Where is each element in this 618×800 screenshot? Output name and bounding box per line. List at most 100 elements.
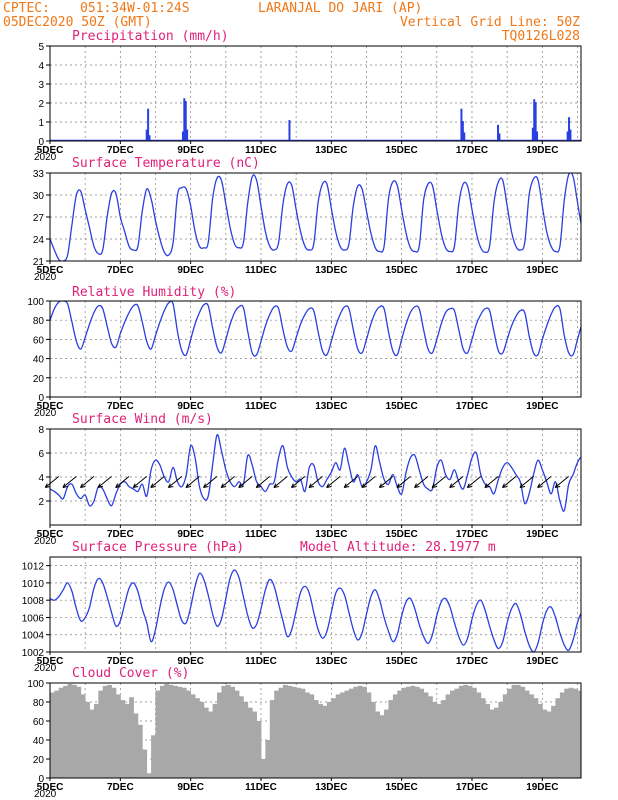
x-tick-label: 13DEC	[315, 145, 347, 156]
precipitation-title: Precipitation (mm/h)	[72, 29, 229, 44]
cloud-cover-bar	[379, 715, 385, 778]
header-init-time: 05DEC2020 50Z (GMT)	[3, 15, 152, 30]
x-tick-label: 15DEC	[386, 265, 418, 276]
wind-arrow	[396, 476, 411, 488]
cloud-cover-bar	[107, 684, 112, 778]
x-tick-label: 15DEC	[386, 656, 418, 667]
x-tick-label: 7DEC	[107, 265, 134, 276]
cloud-cover-bar	[322, 705, 328, 778]
cloud-cover-bar	[155, 690, 161, 778]
year-label: 2020	[34, 408, 57, 419]
cloud-cover-bar	[489, 709, 495, 778]
x-tick-label: 11DEC	[245, 529, 277, 540]
humidity-line	[50, 301, 581, 357]
year-label: 2020	[34, 152, 57, 163]
cloud-cover-bar	[76, 686, 82, 778]
wind-arrow	[449, 476, 464, 488]
x-tick-label: 7DEC	[107, 145, 134, 156]
x-tick-label: 13DEC	[315, 401, 347, 412]
wind-arrow	[168, 476, 183, 488]
x-tick-label: 11DEC	[245, 656, 277, 667]
cloud-cover-bar	[260, 759, 266, 778]
x-tick-label: 5DEC	[37, 401, 64, 412]
cloud-cover-bar	[410, 685, 416, 778]
wind-arrow-head	[466, 483, 473, 489]
wind-arrow-head	[255, 483, 262, 489]
cloud-cover-bar	[63, 685, 68, 778]
cloud-cover-bar	[164, 683, 170, 778]
y-tick-label: 100	[27, 297, 44, 308]
cloud-cover-bar	[234, 690, 240, 778]
wind-arrow	[273, 476, 288, 488]
y-tick-label: 1	[38, 118, 44, 129]
cloud-cover-frame	[49, 682, 582, 779]
y-tick-label: 0	[38, 137, 44, 148]
wind-arrow-head	[97, 483, 104, 489]
y-tick-label: 21	[33, 257, 45, 268]
cloud-cover-bar	[137, 724, 143, 778]
cloud-cover-bar	[357, 685, 363, 778]
x-tick-label: 7DEC	[107, 782, 134, 793]
y-tick-label: 80	[33, 316, 45, 327]
x-tick-label: 5DEC	[37, 656, 64, 667]
y-tick-label: 40	[33, 355, 45, 366]
cloud-cover-bar	[243, 702, 249, 778]
wind-arrow	[326, 476, 341, 488]
x-tick-label: 11DEC	[245, 782, 277, 793]
x-tick-label: 13DEC	[315, 656, 347, 667]
cloud-cover-bar	[388, 700, 394, 778]
y-tick-label: 27	[33, 213, 45, 224]
y-tick-label: 6	[38, 449, 44, 460]
cloud-cover-bar	[168, 684, 174, 778]
cloud-cover-bar	[151, 735, 156, 778]
wind-arrow-head	[150, 483, 156, 489]
cloud-cover-bar	[217, 692, 222, 778]
cloud-cover-bar	[282, 684, 288, 778]
cloud-cover-bar	[335, 694, 341, 778]
precipitation-bar	[148, 135, 151, 141]
x-tick-label: 19DEC	[526, 265, 558, 276]
cloud-cover-bar	[436, 703, 442, 778]
cloud-cover-bar	[353, 686, 359, 778]
wind-title: Surface Wind (m/s)	[72, 412, 213, 427]
cloud-cover-bar	[370, 702, 376, 778]
precipitation-bar	[183, 98, 186, 141]
humidity-panel: Relative Humidity (%) 0 20 40 60 80 100 5DEC 7D…	[27, 285, 582, 419]
cloud-cover-bar	[159, 685, 165, 778]
x-tick-label: 17DEC	[456, 401, 488, 412]
cloud-cover-bar	[291, 686, 297, 778]
cloud-cover-bar	[511, 684, 517, 778]
cloud-cover-bar	[397, 690, 403, 778]
cloud-cover-bar	[67, 683, 73, 778]
wind-arrow-head	[115, 483, 121, 489]
x-tick-label: 19DEC	[526, 401, 558, 412]
wind-arrow	[185, 476, 200, 488]
y-tick-label: 2	[38, 497, 44, 508]
wind-arrow-head	[80, 483, 86, 489]
pressure-frame	[49, 556, 582, 653]
cloud-cover-bar	[278, 687, 284, 778]
cloud-cover-bar	[120, 700, 126, 778]
wind-arrow-head	[326, 483, 332, 489]
x-tick-label: 7DEC	[107, 656, 134, 667]
y-tick-label: 24	[33, 235, 45, 246]
cloud-cover-bar	[348, 688, 354, 778]
cloud-cover-bar	[296, 687, 301, 778]
cloud-cover-bar	[414, 686, 420, 778]
wind-arrow-head	[431, 483, 438, 489]
wind-speed-line	[50, 434, 581, 512]
x-tick-label: 11DEC	[245, 401, 277, 412]
x-tick-label: 9DEC	[177, 656, 204, 667]
cloud-cover-bar	[551, 705, 556, 778]
cloud-cover-bar	[502, 694, 508, 778]
wind-frame	[49, 428, 582, 526]
wind-arrow	[308, 476, 323, 488]
pressure-title: Surface Pressure (hPa)	[72, 540, 244, 555]
cloud-cover-bar	[230, 686, 236, 778]
cloud-cover-bar	[344, 690, 350, 778]
precipitation-bar	[181, 131, 184, 141]
cloud-cover-bar	[362, 686, 367, 778]
wind-arrow-head	[290, 483, 297, 489]
cloud-cover-bar	[85, 702, 90, 778]
wind-arrow-head	[220, 483, 227, 489]
